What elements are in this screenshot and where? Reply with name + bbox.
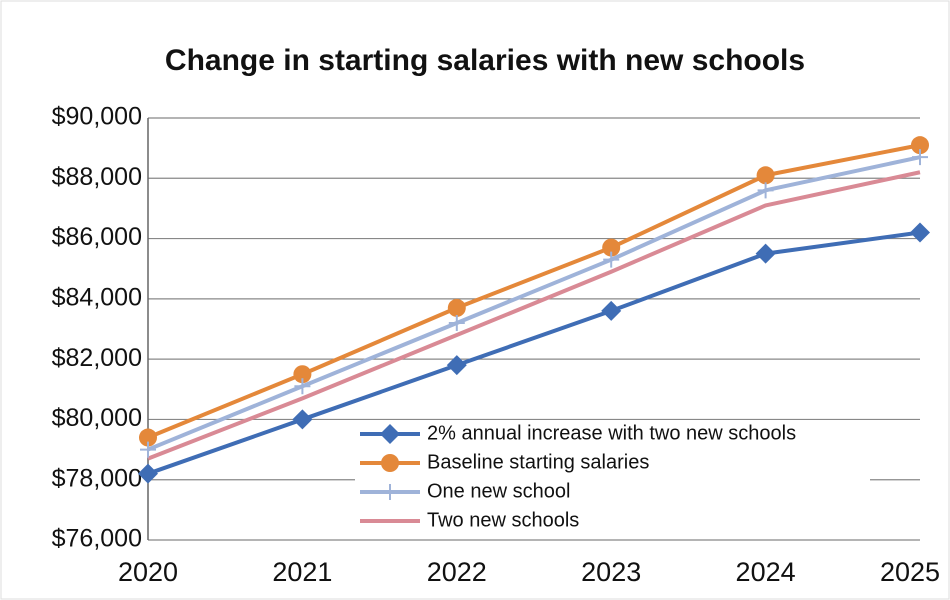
x-tick-label: 2025 [880,557,940,587]
marker [755,243,776,264]
marker [603,251,620,268]
x-tick-label: 2024 [736,557,796,587]
marker [912,149,928,166]
marker [446,355,467,376]
x-tick-label: 2021 [272,557,332,587]
legend-label: Two new schools [427,509,579,531]
y-tick-label: $78,000 [52,464,142,492]
y-tick-label: $88,000 [52,163,142,191]
y-tick-label: $82,000 [52,344,142,372]
marker [293,365,312,384]
series-line [147,155,921,452]
marker [139,428,157,447]
legend-marker [381,454,399,472]
marker [756,166,775,185]
legend-marker [382,484,398,500]
marker [911,136,929,155]
x-tick-label: 2023 [581,557,641,587]
legend-label: One new school [427,480,570,502]
chart-title: Change in starting salaries with new sch… [165,44,805,77]
series-line [147,143,921,440]
marker [757,182,774,199]
y-tick-label: $84,000 [52,283,142,311]
x-tick-label: 2020 [118,557,178,587]
y-tick-label: $86,000 [52,223,142,251]
marker [138,463,158,484]
marker [448,314,465,331]
marker [294,378,311,395]
series-line [147,230,921,476]
y-tick-label: $90,000 [52,103,142,131]
legend-box [355,420,870,535]
marker [292,409,313,430]
marker [602,238,621,257]
x-tick-label: 2022 [427,557,487,587]
marker [601,300,622,321]
y-tick-label: $80,000 [52,404,142,432]
legend-label: 2% annual increase with two new schools [427,422,796,444]
legend-label: Baseline starting salaries [427,451,649,473]
y-tick-label: $76,000 [52,525,142,553]
series-line [147,170,921,461]
marker [140,441,156,458]
marker [910,222,930,243]
legend-marker [380,424,400,444]
marker [447,298,466,317]
